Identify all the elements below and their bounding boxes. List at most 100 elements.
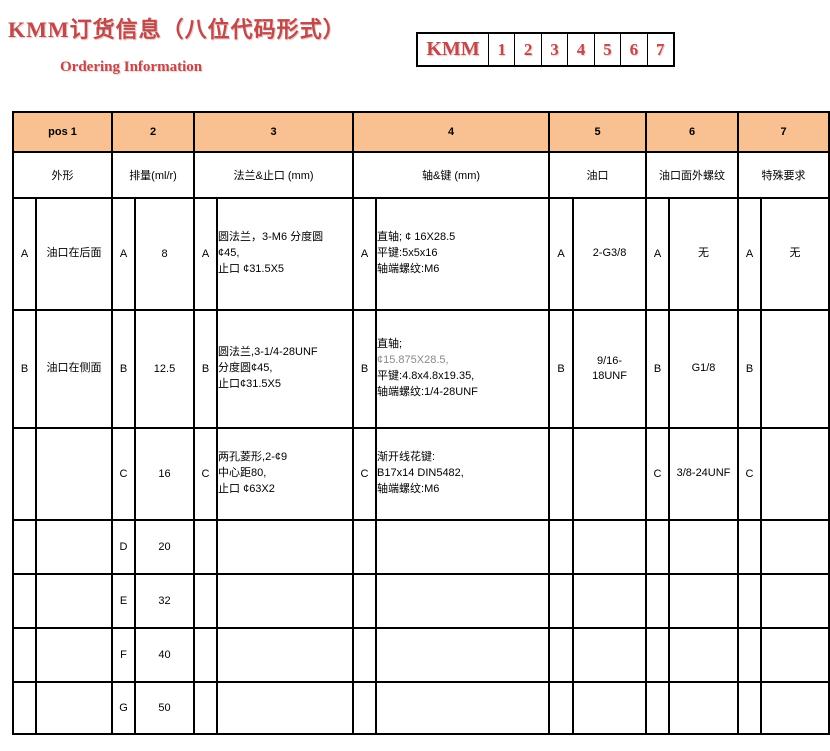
order-code-digit-3: 3 (540, 34, 567, 65)
table-row-a: A 油口在后面 A 8 A 圆法兰，3-M6 分度圆 ¢45, 止口 ¢31.5… (12, 197, 830, 311)
order-code-digit-7: 7 (646, 34, 673, 65)
table-row-e: E 32 (12, 573, 830, 629)
row-e-shape-text (34, 573, 114, 629)
pos-header-2: 2 (111, 111, 196, 153)
row-d-shape-text (34, 519, 114, 575)
table-row-g: G 50 (12, 681, 830, 735)
order-code-box: KMM 1 2 3 4 5 6 7 (416, 32, 675, 67)
row-b-flange-code: B (193, 309, 219, 429)
row-g-thread-code (645, 681, 671, 735)
row-a-shaft-text: 直轴; ¢ 16X28.5 平键:5x5x16 轴端螺纹:M6 (375, 197, 551, 311)
order-code-digit-6: 6 (620, 34, 646, 65)
header-port-thread: 油口面外螺纹 (645, 151, 740, 199)
row-f-shape-code (12, 627, 37, 683)
row-e-thread-code (645, 573, 671, 629)
row-b-port-code: B (548, 309, 575, 429)
header-shape: 外形 (11, 151, 114, 199)
table-row-b: B 油口在侧面 B 12.5 B 圆法兰,3-1/4-28UNF 分度圆¢45,… (12, 309, 830, 429)
order-code-digit-2: 2 (514, 34, 540, 65)
row-g-flange-code (193, 681, 219, 735)
row-f-shaft-text (375, 627, 551, 683)
row-a-thread-code: A (645, 197, 671, 311)
ordering-table: pos 1 2 3 4 5 6 7 外形 排量(ml/r) 法兰&止口 (mm)… (11, 111, 830, 735)
row-e-flange-text (216, 573, 355, 629)
row-d-flange-code (193, 519, 219, 575)
page-title: KMM订货信息（八位代码形式） (8, 17, 346, 42)
row-f-displacement-value: 40 (134, 627, 196, 683)
row-g-port-code (548, 681, 575, 735)
row-e-port-code (548, 573, 575, 629)
row-e-special-text (760, 573, 830, 629)
row-a-port-code: A (548, 197, 575, 311)
row-d-shaft-text (375, 519, 551, 575)
row-e-shape-code (12, 573, 37, 629)
row-a-thread-text: 无 (668, 197, 740, 311)
row-g-shape-code (12, 681, 37, 735)
header-shaft-key: 轴&键 (mm) (352, 151, 551, 199)
pos-header-1: pos 1 (11, 111, 114, 153)
row-g-special-text (760, 681, 830, 735)
pos-header-6: 6 (645, 111, 740, 153)
row-d-special-code (737, 519, 763, 575)
row-a-displacement-code: A (111, 197, 137, 311)
row-d-port-text (572, 519, 648, 575)
header-oil-port: 油口 (548, 151, 648, 199)
row-e-displacement-code: E (111, 573, 137, 629)
row-a-special-code: A (737, 197, 763, 311)
row-g-shaft-text (375, 681, 551, 735)
table-row-d: D 20 (12, 519, 830, 575)
row-g-thread-text (668, 681, 740, 735)
row-f-port-code (548, 627, 575, 683)
row-e-shaft-code (352, 573, 378, 629)
row-f-special-code (737, 627, 763, 683)
table-row-c: C 16 C 两孔菱形,2-¢9 中心距80, 止口 ¢63X2 C 渐开线花键… (12, 427, 830, 521)
order-code-digit-1: 1 (488, 34, 514, 65)
row-c-displacement-value: 16 (134, 427, 196, 521)
row-b-flange-text: 圆法兰,3-1/4-28UNF 分度圆¢45, 止口¢31.5X5 (216, 309, 355, 429)
row-f-thread-code (645, 627, 671, 683)
row-e-thread-text (668, 573, 740, 629)
row-c-flange-text: 两孔菱形,2-¢9 中心距80, 止口 ¢63X2 (216, 427, 355, 521)
row-g-displacement-code: G (111, 681, 137, 735)
row-g-shape-text (34, 681, 114, 735)
row-f-flange-text (216, 627, 355, 683)
table-row-f: F 40 (12, 627, 830, 683)
order-code-digit-5: 5 (593, 34, 620, 65)
row-d-flange-text (216, 519, 355, 575)
row-c-shape-text (34, 427, 114, 521)
row-b-shaft-text: 直轴; ¢15.875X28.5, 平键:4.8x4.8x19.35, 轴端螺纹:1… (375, 309, 551, 429)
row-a-shape-text: 油口在后面 (34, 197, 114, 311)
row-a-displacement-value: 8 (134, 197, 196, 311)
row-e-flange-code (193, 573, 219, 629)
row-c-shape-code (12, 427, 37, 521)
row-c-flange-code: C (193, 427, 219, 521)
row-a-special-text: 无 (760, 197, 830, 311)
row-b-thread-text: G1/8 (668, 309, 740, 429)
row-b-shaft-diameter-gray: ¢15.875X28.5, (377, 354, 449, 367)
row-b-special-text (760, 309, 830, 429)
row-b-shaft-code: B (352, 309, 378, 429)
row-a-flange-text: 圆法兰，3-M6 分度圆 ¢45, 止口 ¢31.5X5 (216, 197, 355, 311)
row-c-thread-code: C (645, 427, 671, 521)
row-g-special-code (737, 681, 763, 735)
row-a-shaft-code: A (352, 197, 378, 311)
row-e-shaft-text (375, 573, 551, 629)
row-f-thread-text (668, 627, 740, 683)
row-g-port-text (572, 681, 648, 735)
row-d-thread-code (645, 519, 671, 575)
row-b-special-code: B (737, 309, 763, 429)
pos-header-3: 3 (193, 111, 355, 153)
row-g-displacement-value: 50 (134, 681, 196, 735)
row-c-port-text (572, 427, 648, 521)
row-f-flange-code (193, 627, 219, 683)
row-d-shape-code (12, 519, 37, 575)
row-d-thread-text (668, 519, 740, 575)
row-b-displacement-value: 12.5 (134, 309, 196, 429)
row-c-thread-text: 3/8-24UNF (668, 427, 740, 521)
row-f-special-text (760, 627, 830, 683)
field-header-row: 外形 排量(ml/r) 法兰&止口 (mm) 轴&键 (mm) 油口 油口面外螺… (11, 151, 830, 199)
row-d-displacement-code: D (111, 519, 137, 575)
order-code-prefix: KMM (426, 38, 480, 60)
row-c-shaft-text: 渐开线花键: B17x14 DIN5482, 轴端螺纹:M6 (375, 427, 551, 521)
row-a-flange-code: A (193, 197, 219, 311)
